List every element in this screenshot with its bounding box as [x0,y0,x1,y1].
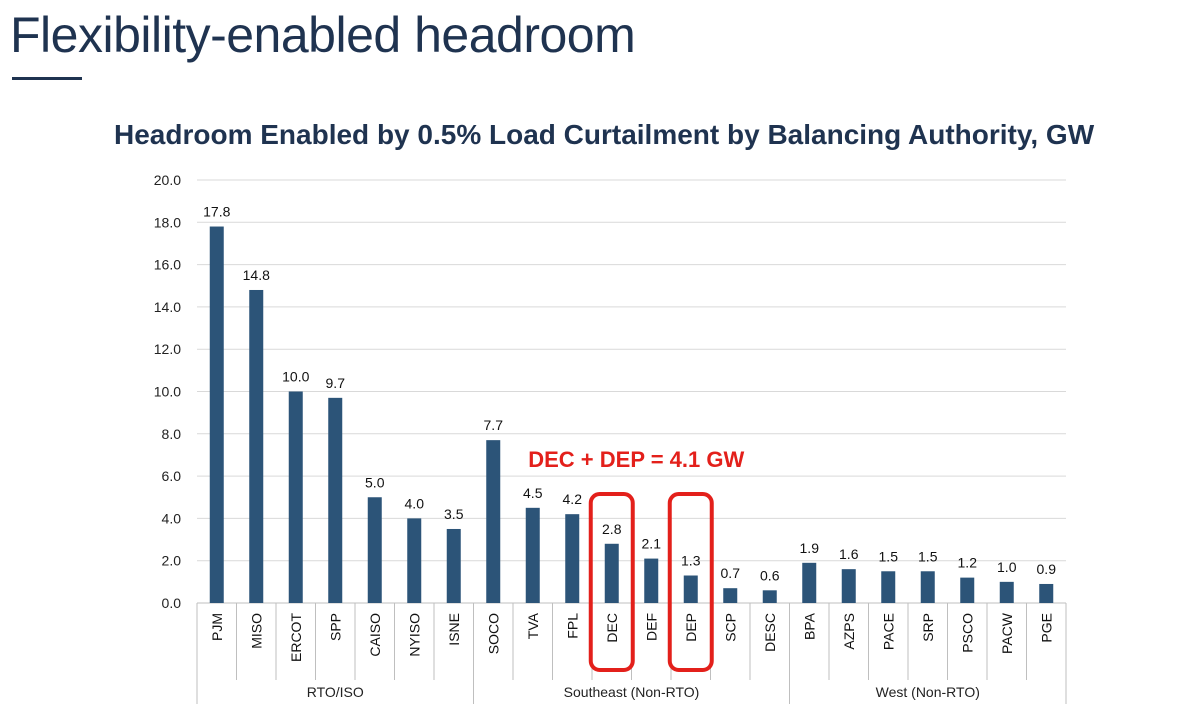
value-label: 1.5 [879,548,899,564]
category-label: CAISO [367,613,383,657]
group-label: Southeast (Non-RTO) [564,684,700,700]
value-label: 14.8 [243,267,270,283]
value-label: 0.7 [721,565,741,581]
value-label: 1.3 [681,553,701,569]
category-label: SRP [920,613,936,642]
value-label: 1.6 [839,546,859,562]
annotation: DEC + DEP = 4.1 GW [528,447,744,472]
value-label: 1.0 [997,559,1017,575]
category-label: MISO [248,613,264,649]
category-label: PACE [880,613,896,650]
value-label: 9.7 [326,375,346,391]
value-label: 1.9 [800,540,820,556]
bar [683,575,698,603]
value-label: 4.2 [563,491,583,507]
value-label: 5.0 [365,474,385,490]
y-tick-label: 2.0 [162,553,182,569]
bar [486,440,501,603]
bar [367,497,382,603]
y-tick-label: 14.0 [154,299,181,315]
category-label: DEP [683,613,699,642]
value-label: 1.2 [958,555,978,571]
bar [604,543,619,603]
value-label: 4.5 [523,485,543,501]
bar [249,289,264,603]
category-label: PSCO [959,613,975,653]
highlight-box [588,492,635,672]
bar [802,562,817,603]
value-label: 0.6 [760,567,780,583]
highlight-box [667,492,714,672]
category-label: BPA [801,612,817,640]
bar [446,528,461,603]
category-label: DEC [604,613,620,643]
y-tick-label: 8.0 [162,426,182,442]
bar [407,518,422,603]
category-label: NYISO [406,613,422,657]
group-label: West (Non-RTO) [876,684,980,700]
category-label: TVA [525,612,541,639]
bar [999,581,1014,603]
y-tick-label: 16.0 [154,257,181,273]
bar [525,507,540,603]
value-label: 17.8 [203,204,230,220]
page-title: Flexibility-enabled headroom [10,7,636,63]
category-label: ERCOT [288,613,304,662]
category-label: AZPS [841,613,857,650]
category-label: SCP [722,613,738,642]
y-tick-label: 4.0 [162,510,182,526]
category-label: DEF [643,613,659,641]
category-label: SPP [327,613,343,641]
title-underline [12,77,82,80]
bar [881,571,896,603]
value-label: 10.0 [282,369,309,385]
category-label: FPL [564,613,580,639]
chart-title: Headroom Enabled by 0.5% Load Curtailmen… [114,119,1095,150]
y-tick-label: 20.0 [154,172,181,188]
category-label: DESC [762,613,778,652]
category-label: PGE [1038,613,1054,643]
category-label: ISNE [446,613,462,646]
value-label: 3.5 [444,506,464,522]
y-tick-label: 6.0 [162,468,182,484]
value-label: 7.7 [484,417,504,433]
group-label: RTO/ISO [307,684,364,700]
value-label: 2.8 [602,521,622,537]
value-label: 4.0 [405,495,425,511]
value-label: 1.5 [918,548,938,564]
category-label: SOCO [485,613,501,654]
bar [288,391,303,603]
y-tick-label: 0.0 [162,595,182,611]
bar [644,558,659,603]
bar [1039,583,1054,603]
value-label: 2.1 [642,536,662,552]
bar [723,588,738,603]
bar [960,577,975,603]
category-label: PJM [209,613,225,641]
y-tick-label: 10.0 [154,384,181,400]
bar [328,397,343,603]
bar [762,590,777,603]
bar [209,226,224,603]
y-tick-label: 18.0 [154,214,181,230]
category-label: PACW [999,612,1015,654]
bar [841,569,856,603]
y-tick-label: 12.0 [154,341,181,357]
bar [565,514,580,603]
bar [920,571,935,603]
value-label: 0.9 [1037,561,1057,577]
